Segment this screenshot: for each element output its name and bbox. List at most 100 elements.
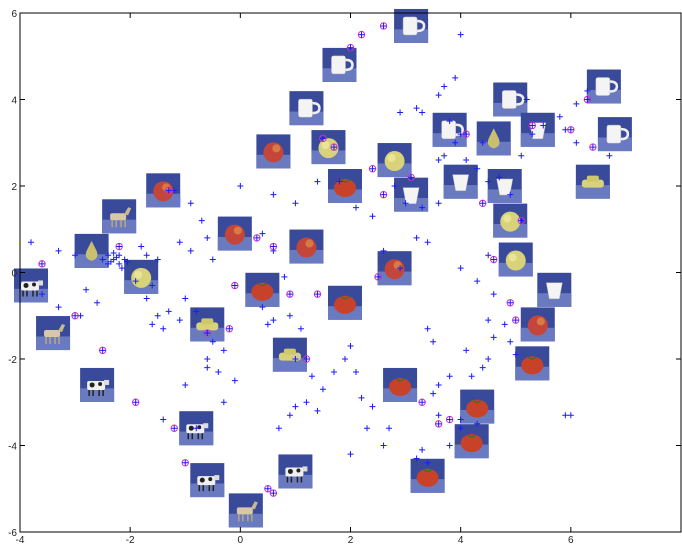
data-point-plus (507, 191, 514, 198)
data-point-circle-plus (264, 485, 272, 493)
data-point-plus (72, 252, 79, 259)
thumbnail-tomato (327, 285, 362, 320)
data-point-circle-plus (71, 312, 79, 320)
data-point-plus (397, 265, 404, 272)
data-point-circle-plus (170, 424, 178, 432)
y-tick-label: -2 (8, 355, 17, 366)
data-point-plus (457, 265, 464, 272)
data-point-plus (39, 291, 46, 298)
data-point-plus (270, 191, 277, 198)
data-point-plus (496, 174, 503, 181)
apple-icon (224, 224, 245, 245)
data-point-plus (105, 252, 112, 259)
thumbnail-apple (377, 251, 412, 286)
data-point-plus (281, 273, 288, 280)
x-tick-label: 4 (458, 535, 464, 544)
data-point-plus (391, 183, 398, 189)
data-point-plus (386, 425, 393, 432)
data-point-plus (435, 157, 442, 164)
thumbnail-mug (322, 47, 357, 82)
data-point-plus (292, 356, 299, 362)
data-point-plus (485, 356, 492, 362)
data-point-plus (215, 368, 222, 375)
car-icon (196, 318, 219, 331)
thumbnail-tomato (245, 272, 280, 307)
data-point-plus (237, 183, 244, 189)
data-point-circle-plus (302, 355, 311, 363)
mug-icon (501, 90, 525, 109)
pear-icon (85, 240, 98, 261)
data-point-plus (364, 425, 371, 432)
thumbnail-mug (597, 117, 632, 152)
data-point-plus (270, 317, 277, 324)
yellow-apple-icon (318, 138, 339, 159)
data-point-plus (457, 425, 464, 432)
mug-icon (595, 77, 619, 96)
data-point-plus (369, 213, 376, 220)
data-point-plus (259, 230, 266, 237)
y-tick-label: -6 (8, 528, 17, 539)
thumbnail-cup (487, 169, 522, 203)
apple-icon (296, 237, 317, 258)
thumbnail-car (272, 337, 307, 372)
data-point-circle-plus (506, 299, 514, 307)
data-point-plus (435, 200, 442, 207)
thumbnail-apple (289, 229, 324, 264)
data-point-plus (490, 291, 497, 298)
thumbnail-apple (146, 173, 181, 208)
data-point-circle-plus (165, 186, 173, 195)
data-point-circle-plus (368, 165, 377, 173)
tomato-icon (460, 434, 483, 453)
data-point-plus (397, 109, 404, 116)
mug-icon (606, 124, 630, 144)
data-point-plus (220, 347, 227, 354)
data-point-plus (132, 278, 139, 285)
data-point-circle-plus (253, 234, 261, 242)
data-point-plus (468, 373, 475, 380)
thumbnail-apple-yellow (311, 130, 346, 165)
data-point-circle-plus (418, 398, 426, 406)
cup-icon (452, 174, 469, 191)
thumbnail-cow (14, 268, 49, 303)
data-point-plus (562, 412, 569, 419)
data-point-plus (330, 368, 337, 375)
data-point-plus (430, 390, 437, 397)
data-point-plus (380, 247, 387, 254)
yellow-apple-icon (500, 211, 521, 232)
data-point-plus (490, 334, 497, 341)
thumbnail-mug (394, 8, 429, 43)
cow-icon (285, 466, 308, 483)
data-point-circle-plus (38, 260, 46, 268)
data-point-plus (441, 152, 448, 159)
horse-icon (44, 324, 66, 345)
data-point-plus (419, 446, 426, 453)
data-point-plus (143, 295, 150, 302)
data-point-plus (556, 113, 563, 120)
data-point-circle-plus (286, 290, 294, 298)
data-point-plus (336, 178, 343, 185)
data-point-circle-plus (445, 415, 454, 424)
data-point-plus (353, 368, 360, 375)
data-point-plus (584, 87, 591, 94)
data-point-plus (463, 347, 470, 354)
y-tick-label: 2 (11, 182, 17, 193)
data-point-plus (446, 442, 453, 449)
apple-icon (527, 315, 548, 336)
y-tick-label: -4 (8, 442, 17, 453)
pear-icon (487, 128, 500, 149)
data-point-plus (182, 381, 189, 388)
data-point-circle-plus (589, 143, 597, 151)
data-point-circle-plus (203, 329, 211, 337)
data-point-plus (116, 260, 123, 267)
data-point-plus (435, 412, 442, 419)
thumbnail-horse (36, 316, 71, 351)
data-point-plus (446, 373, 453, 380)
data-point-plus (402, 200, 409, 207)
data-point-plus (435, 381, 442, 388)
data-point-circle-plus (528, 121, 536, 130)
data-point-plus (83, 286, 90, 293)
data-point-plus (314, 407, 321, 414)
data-point-circle-plus (434, 420, 443, 428)
data-point-plus (259, 304, 266, 311)
